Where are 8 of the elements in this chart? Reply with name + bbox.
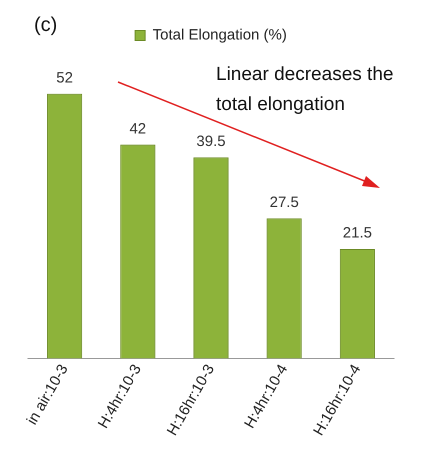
text: (c) xyxy=(34,14,58,37)
legend-label: Total Elongation (%) xyxy=(152,26,287,44)
data-label: 21.5 xyxy=(342,224,372,242)
annotation: Linear decreases the total elongation xyxy=(216,63,394,117)
data-label: 52 xyxy=(56,69,73,86)
data-label: 27.5 xyxy=(270,194,299,212)
data-label: 39.5 xyxy=(196,132,226,150)
data-label: 42 xyxy=(129,120,146,138)
